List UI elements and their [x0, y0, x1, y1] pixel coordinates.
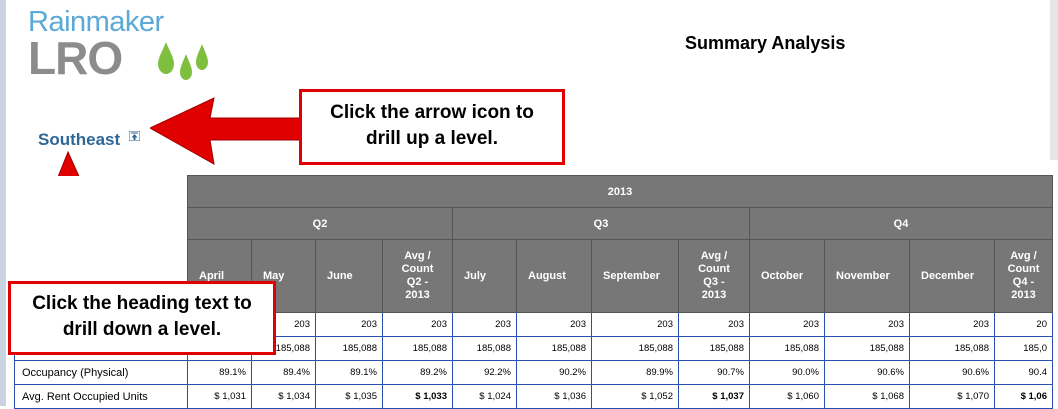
table-cell: 203 — [452, 312, 517, 337]
avg-header-line: Avg / — [1010, 250, 1037, 262]
table-cell: 185,0 — [994, 336, 1053, 361]
table-cell: 203 — [591, 312, 679, 337]
left-frame-strip — [0, 0, 6, 406]
month-header[interactable]: November — [824, 239, 910, 313]
company-logo: Rainmaker LRO — [28, 6, 208, 84]
table-cell: $ 1,033 — [382, 384, 453, 409]
month-header[interactable]: July — [452, 239, 517, 313]
avg-header-line: Count — [401, 263, 434, 275]
table-cell: $ 1,060 — [749, 384, 825, 409]
table-cell: 185,088 — [382, 336, 453, 361]
avg-header-line: Q4 - — [1012, 276, 1035, 288]
table-cell: 203 — [909, 312, 995, 337]
drill-down-callout: Click the heading text to drill down a l… — [8, 281, 276, 355]
table-cell: 89.2% — [382, 360, 453, 385]
avg-header-line: Avg / — [404, 250, 431, 262]
table-cell: 203 — [749, 312, 825, 337]
avg-header-q4[interactable]: Avg / Count Q4 - 2013 — [994, 239, 1053, 313]
year-header[interactable]: 2013 — [187, 175, 1053, 208]
avg-header-line: Q2 - — [406, 276, 429, 288]
avg-header-q2[interactable]: Avg / Count Q2 - 2013 — [382, 239, 453, 313]
table-cell: 185,088 — [678, 336, 750, 361]
table-cell: 185,088 — [749, 336, 825, 361]
table-cell: $ 1,024 — [452, 384, 517, 409]
avg-header-line: 2013 — [1011, 289, 1036, 301]
table-cell: $ 1,068 — [824, 384, 910, 409]
avg-header-line: 2013 — [701, 289, 727, 301]
callout-up-line1: Click the arrow icon to — [330, 102, 534, 123]
callout-down-line2: drill down a level. — [62, 319, 222, 340]
table-cell: 90.2% — [516, 360, 592, 385]
drill-up-arrow-icon[interactable] — [129, 131, 140, 141]
avg-header-line: Count — [1007, 263, 1040, 275]
month-header[interactable]: September — [591, 239, 679, 313]
table-row: 185,088 185,088 185,088 185,088 185,088 … — [14, 336, 1053, 361]
table-cell: 89.9% — [591, 360, 679, 385]
quarter-header-q3[interactable]: Q3 — [452, 207, 750, 240]
table-cell: $ 1,037 — [678, 384, 750, 409]
table-cell: $ 1,052 — [591, 384, 679, 409]
table-cell: 20 — [994, 312, 1053, 337]
logo-wordmark-bottom: LRO — [28, 32, 123, 84]
table-cell: 203 — [315, 312, 383, 337]
table-cell: 90.4 — [994, 360, 1053, 385]
drill-down-heading[interactable]: Southeast — [38, 130, 121, 149]
avg-header-line: Count — [698, 263, 730, 275]
drill-up-callout: Click the arrow icon to drill up a level… — [299, 89, 565, 165]
row-label: Avg. Rent Occupied Units — [14, 384, 188, 409]
table-cell: $ 1,034 — [251, 384, 316, 409]
table-cell: 90.7% — [678, 360, 750, 385]
table-cell: 203 — [678, 312, 750, 337]
table-cell: 90.6% — [909, 360, 995, 385]
water-drops-icon — [158, 42, 208, 80]
scrollbar-edge[interactable] — [1050, 0, 1058, 160]
drill-up-callout-arrow — [150, 97, 300, 165]
table-row: Avg. Rent Occupied Units $ 1,031 $ 1,034… — [14, 384, 1053, 409]
table-cell: 185,088 — [909, 336, 995, 361]
table-cell: 90.6% — [824, 360, 910, 385]
month-header[interactable]: December — [909, 239, 995, 313]
table-cell: $ 1,035 — [315, 384, 383, 409]
quarter-header-q4[interactable]: Q4 — [749, 207, 1053, 240]
logo-wordmark-top: Rainmaker — [28, 6, 164, 38]
table-cell: 185,088 — [452, 336, 517, 361]
row-label: Occupancy (Physical) — [14, 360, 188, 385]
table-cell: $ 1,031 — [187, 384, 252, 409]
table-cell: $ 1,070 — [909, 384, 995, 409]
page-title: Summary Analysis — [685, 33, 846, 53]
avg-header-line: Q3 - — [703, 276, 725, 288]
avg-header-q3[interactable]: Avg / Count Q3 - 2013 — [678, 239, 750, 313]
avg-header-line: Avg / — [700, 250, 728, 262]
month-header[interactable]: June — [315, 239, 383, 313]
quarter-header-q2[interactable]: Q2 — [187, 207, 453, 240]
month-header[interactable]: August — [516, 239, 592, 313]
table-cell: 203 — [824, 312, 910, 337]
table-cell: 89.1% — [187, 360, 252, 385]
table-cell: 185,088 — [516, 336, 592, 361]
table-cell: $ 1,036 — [516, 384, 592, 409]
table-cell: $ 1,06 — [994, 384, 1053, 409]
callout-down-line1: Click the heading text to — [32, 293, 252, 314]
avg-header-line: 2013 — [405, 289, 430, 301]
table-cell: 92.2% — [452, 360, 517, 385]
callout-up-line2: drill up a level. — [366, 128, 498, 149]
table-cell: 89.1% — [315, 360, 383, 385]
table-row: Occupancy (Physical) 89.1% 89.4% 89.1% 8… — [14, 360, 1053, 385]
table-cell: 185,088 — [591, 336, 679, 361]
table-cell: 203 — [516, 312, 592, 337]
table-cell: 90.0% — [749, 360, 825, 385]
table-corner — [14, 175, 188, 208]
table-cell: 185,088 — [824, 336, 910, 361]
table-cell: 203 — [382, 312, 453, 337]
month-header[interactable]: October — [749, 239, 825, 313]
table-cell: 185,088 — [315, 336, 383, 361]
table-cell: 89.4% — [251, 360, 316, 385]
table-corner — [14, 207, 188, 240]
